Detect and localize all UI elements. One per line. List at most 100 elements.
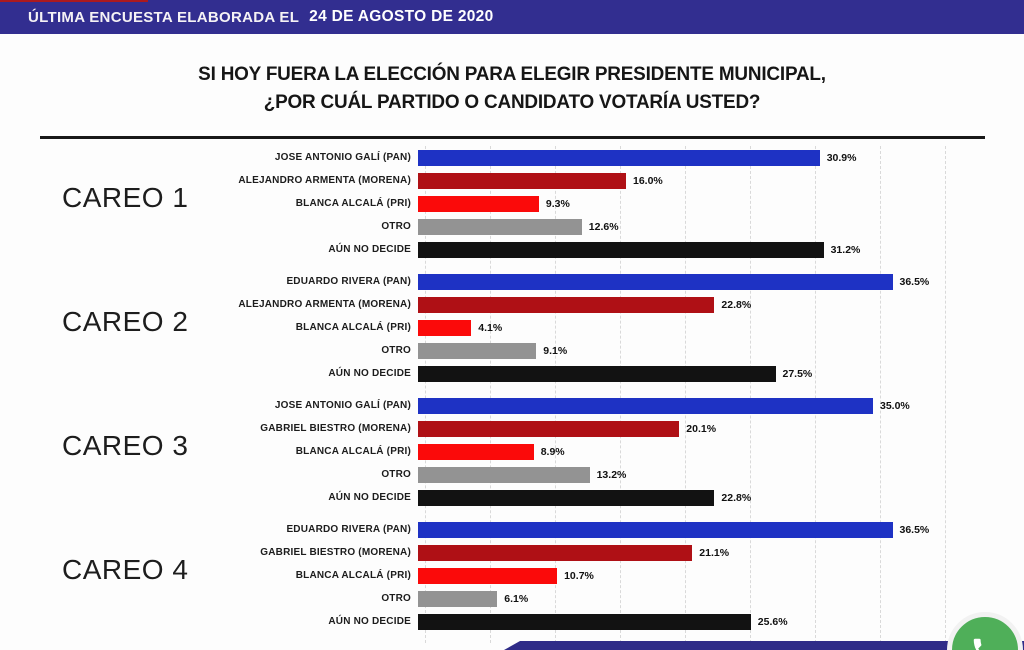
- page-title-line1: SI HOY FUERA LA ELECCIÓN PARA ELEGIR PRE…: [198, 63, 826, 85]
- gridline: [750, 146, 751, 643]
- bar-category-label: EDUARDO RIVERA (PAN): [286, 276, 411, 287]
- header-bar: ÚLTIMA ENCUESTA ELABORADA EL 24 DE AGOST…: [0, 0, 1024, 34]
- gridline: [880, 146, 881, 643]
- bar-category-label: GABRIEL BIESTRO (MORENA): [260, 547, 411, 558]
- bar-track: 36.5%: [418, 273, 1024, 290]
- header-survey-date: 24 DE AGOSTO DE 2020: [309, 8, 494, 25]
- bar: [418, 397, 873, 414]
- bar-row: AÚN NO DECIDE 25.6%: [185, 610, 1024, 633]
- bar-value-label: 12.6%: [588, 220, 619, 233]
- bar-rows: EDUARDO RIVERA (PAN) 36.5% ALEJANDRO ARMEN…: [185, 270, 1024, 394]
- bar-track: 30.9%: [418, 149, 1024, 166]
- bar-rows: JOSE ANTONIO GALÍ (PAN) 30.9% ALEJANDRO AR…: [185, 146, 1024, 270]
- bar-value-label: 10.7%: [564, 569, 594, 582]
- bar-row: BLANCA ALCALÁ (PRI) 9.3%: [185, 192, 1024, 215]
- bar-category-label: OTRO: [381, 345, 411, 356]
- bar-row: BLANCA ALCALÁ (PRI) 4.1%: [185, 316, 1024, 339]
- gridline: [490, 146, 491, 643]
- gridline: [815, 146, 816, 643]
- bar-value-label: 27.5%: [782, 367, 813, 380]
- bar-track: 35.0%: [418, 397, 1024, 414]
- careo-group-label: CAREO 2: [62, 306, 189, 337]
- bar: [418, 567, 558, 584]
- bar-track: 6.1%: [418, 590, 1024, 607]
- bar-value-label: 22.8%: [721, 298, 752, 311]
- bar: [418, 195, 539, 212]
- bar-value-label: 13.2%: [596, 468, 627, 481]
- header-accent-stripe: [0, 0, 148, 2]
- bar: [418, 443, 534, 460]
- bar-category-label: GABRIEL BIESTRO (MORENA): [260, 423, 411, 434]
- bar-category-label: AÚN NO DECIDE: [328, 492, 411, 503]
- bar: [418, 296, 715, 313]
- bar-category-label: JOSE ANTONIO GALÍ (PAN): [274, 152, 411, 163]
- gridline: [945, 146, 946, 643]
- bar-category-label: ALEJANDRO ARMENTA (MORENA): [238, 175, 411, 186]
- careo-group: CAREO 4 EDUARDO RIVERA (PAN) 36.5% GABRIEL …: [0, 518, 1024, 642]
- bar: [418, 218, 582, 235]
- bar-value-label: 36.5%: [899, 523, 930, 536]
- bar-category-label: AÚN NO DECIDE: [328, 368, 411, 379]
- header-survey-label: ÚLTIMA ENCUESTA ELABORADA EL: [28, 8, 300, 26]
- bar: [418, 365, 776, 382]
- careo-group: CAREO 2 EDUARDO RIVERA (PAN) 36.5% ALEJANDR…: [0, 270, 1024, 394]
- page-title-line2: ¿POR CUÁL PARTIDO O CANDIDATO VOTARÍA US…: [263, 91, 761, 113]
- page-title: SI HOY FUERA LA ELECCIÓN PARA ELEGIR PRE…: [15, 60, 1008, 116]
- bar: [418, 613, 751, 630]
- bar-row: GABRIEL BIESTRO (MORENA) 21.1%: [185, 541, 1024, 564]
- bar-value-label: 31.2%: [830, 243, 861, 256]
- bar: [418, 590, 498, 607]
- bar-rows: EDUARDO RIVERA (PAN) 36.5% GABRIEL BIESTRO…: [185, 518, 1024, 642]
- bar-value-label: 4.1%: [478, 321, 503, 334]
- bar-row: AÚN NO DECIDE 27.5%: [185, 362, 1024, 385]
- bar-row: OTRO 9.1%: [185, 339, 1024, 362]
- bar-value-label: 25.6%: [757, 615, 788, 628]
- bar-category-label: BLANCA ALCALÁ (PRI): [295, 570, 411, 581]
- bar: [418, 420, 680, 437]
- bar: [418, 172, 626, 189]
- bar-category-label: JOSE ANTONIO GALÍ (PAN): [274, 400, 411, 411]
- bar-track: 13.2%: [418, 466, 1024, 483]
- bar-row: GABRIEL BIESTRO (MORENA) 20.1%: [185, 417, 1024, 440]
- bar-track: 9.1%: [418, 342, 1024, 359]
- bar-value-label: 6.1%: [504, 592, 529, 605]
- bar-value-label: 30.9%: [826, 151, 857, 164]
- bar: [418, 489, 715, 506]
- careo-group-label: CAREO 3: [62, 430, 189, 461]
- bar-category-label: BLANCA ALCALÁ (PRI): [295, 198, 411, 209]
- bar-track: 9.3%: [418, 195, 1024, 212]
- bar-row: OTRO 6.1%: [185, 587, 1024, 610]
- bar-track: 20.1%: [418, 420, 1024, 437]
- chart-area: CAREO 1 JOSE ANTONIO GALÍ (PAN) 30.9% ALEJA…: [0, 146, 1024, 642]
- bar-row: JOSE ANTONIO GALÍ (PAN) 35.0%: [185, 394, 1024, 417]
- bar-value-label: 8.9%: [540, 445, 565, 458]
- bar-track: 16.0%: [418, 172, 1024, 189]
- bar-row: ALEJANDRO ARMENTA (MORENA) 16.0%: [185, 169, 1024, 192]
- bar-track: 36.5%: [418, 521, 1024, 538]
- gridline: [555, 146, 556, 643]
- bar-category-label: OTRO: [381, 469, 411, 480]
- bar-row: AÚN NO DECIDE 22.8%: [185, 486, 1024, 509]
- chart-gridlines: [425, 146, 955, 643]
- gridline: [620, 146, 621, 643]
- bar-value-label: 35.0%: [880, 399, 910, 412]
- gridline: [425, 146, 426, 643]
- bar-value-label: 9.3%: [545, 197, 570, 210]
- bar: [418, 342, 537, 359]
- bar-track: 10.7%: [418, 567, 1024, 584]
- bar-value-label: 36.5%: [899, 275, 930, 288]
- bar: [418, 544, 693, 561]
- careo-group: CAREO 3 JOSE ANTONIO GALÍ (PAN) 35.0% GABRI…: [0, 394, 1024, 518]
- bar-row: ALEJANDRO ARMENTA (MORENA) 22.8%: [185, 293, 1024, 316]
- bar-category-label: OTRO: [381, 221, 411, 232]
- bar-track: 8.9%: [418, 443, 1024, 460]
- bar-value-label: 22.8%: [721, 491, 752, 504]
- bar-track: 31.2%: [418, 241, 1024, 258]
- bar-category-label: OTRO: [381, 593, 411, 604]
- bar-row: EDUARDO RIVERA (PAN) 36.5%: [185, 270, 1024, 293]
- bar-track: 21.1%: [418, 544, 1024, 561]
- bar-rows: JOSE ANTONIO GALÍ (PAN) 35.0% GABRIEL BIES…: [185, 394, 1024, 518]
- bar: [418, 241, 824, 258]
- bar-track: 12.6%: [418, 218, 1024, 235]
